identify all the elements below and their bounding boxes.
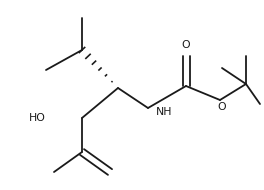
- Text: NH: NH: [156, 107, 172, 117]
- Text: O: O: [182, 40, 190, 50]
- Text: O: O: [218, 102, 226, 112]
- Text: HO: HO: [29, 113, 46, 123]
